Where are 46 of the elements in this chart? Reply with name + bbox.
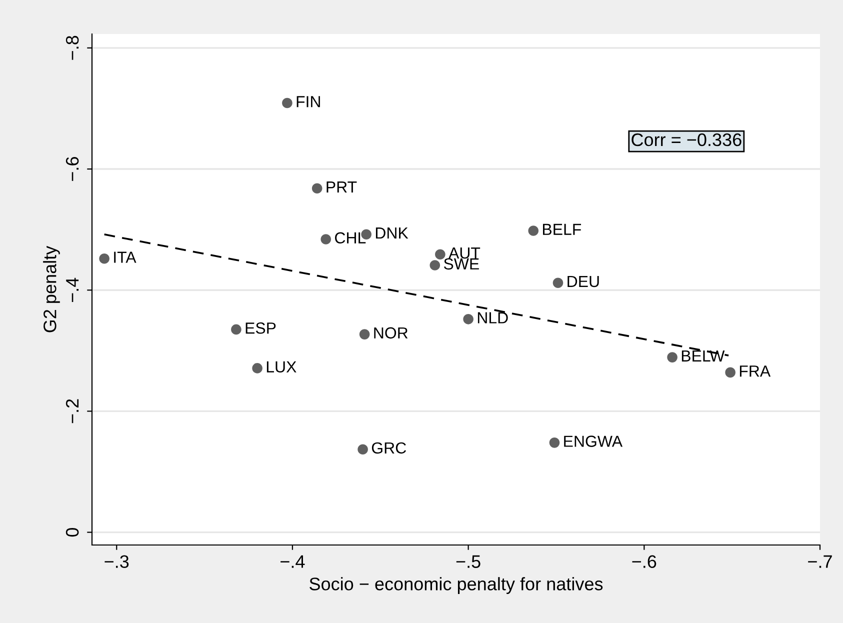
annotation: Corr = −0.336 bbox=[632, 133, 742, 146]
annotation: ESP bbox=[246, 322, 276, 334]
annotation: NLD bbox=[478, 312, 508, 324]
point bbox=[252, 363, 262, 374]
point bbox=[549, 438, 560, 448]
y-tick-label: 0 bbox=[66, 528, 79, 537]
y-axis-title: G2 penalty bbox=[43, 246, 60, 332]
annotation: ENGWA bbox=[564, 436, 623, 447]
point bbox=[463, 314, 474, 324]
y-tick-label: −.2 bbox=[66, 399, 79, 424]
y-tick-label: −.6 bbox=[66, 157, 79, 181]
point bbox=[99, 253, 110, 264]
annotation: BELF bbox=[543, 224, 582, 235]
point bbox=[359, 329, 370, 340]
annotation: PRT bbox=[326, 182, 357, 193]
annotation: LUX bbox=[266, 361, 296, 372]
point bbox=[282, 98, 292, 108]
annotation: SWE bbox=[444, 258, 479, 270]
point bbox=[435, 249, 446, 260]
point bbox=[312, 183, 322, 194]
point bbox=[725, 367, 736, 378]
point bbox=[528, 226, 539, 236]
point bbox=[231, 324, 242, 335]
annotation: FRA bbox=[740, 366, 771, 377]
annotation: AUT bbox=[448, 248, 480, 259]
point bbox=[552, 278, 564, 288]
point bbox=[320, 234, 332, 244]
x-tick-label: −.5 bbox=[456, 555, 480, 568]
x-tick-label: −.4 bbox=[280, 555, 305, 568]
point bbox=[667, 352, 678, 362]
annotation: FIN bbox=[296, 96, 320, 108]
y-tick-label: −.8 bbox=[66, 36, 79, 60]
y-tick-label: −.4 bbox=[66, 278, 79, 302]
point bbox=[430, 260, 440, 270]
annotation: NOR bbox=[374, 327, 408, 339]
annotation: GRC bbox=[372, 442, 406, 454]
annotation: ITA bbox=[114, 252, 136, 263]
x-tick-label: −.3 bbox=[104, 555, 129, 568]
annotation: DNK bbox=[376, 228, 408, 239]
annotation: CHL bbox=[335, 232, 366, 244]
x-tick-label: −.6 bbox=[632, 555, 656, 568]
annotation: DEU bbox=[568, 276, 599, 288]
x-tick-label: −.7 bbox=[808, 555, 832, 568]
point bbox=[358, 444, 368, 454]
x-axis-title: Socio − economic penalty for natives bbox=[310, 577, 603, 594]
annotation: BELW bbox=[682, 350, 725, 362]
